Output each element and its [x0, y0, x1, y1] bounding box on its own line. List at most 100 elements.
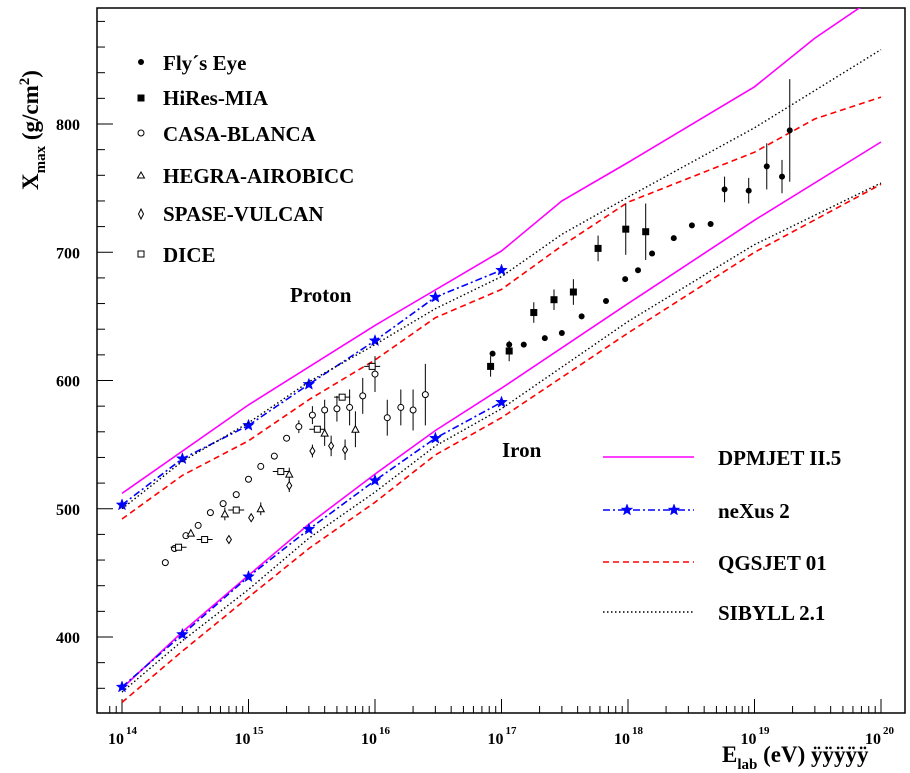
legend-marker-casa-blanca — [137, 129, 145, 137]
point-hires-mia — [487, 362, 495, 370]
point-flys-eye — [489, 350, 496, 357]
point-flys-eye — [520, 341, 527, 348]
x-tick-label: 10 20 — [865, 725, 895, 748]
legend-label-spase-vulcan: SPASE-VULCAN — [163, 202, 324, 226]
point-hegra-airobicc — [256, 504, 266, 513]
point-flys-eye — [721, 186, 728, 193]
point-casa-blanca — [308, 411, 316, 419]
model-curve-proton — [121, 8, 861, 495]
point-casa-blanca — [421, 391, 429, 399]
legend-label-flys-eye: Fly´s Eye — [163, 51, 246, 75]
experiment-legend: Fly´s Eye HiRes-MIA CASA-BLANCA HEGRA-AI… — [136, 51, 354, 267]
y-tick-label: 400 — [56, 630, 80, 647]
point-casa-blanca — [397, 403, 405, 411]
point-flys-eye — [602, 297, 609, 304]
point-hires-mia — [505, 347, 513, 355]
x-tick-label: 10 17 — [488, 725, 518, 748]
legend-label-qgsjet: QGSJET 01 — [718, 551, 827, 575]
point-hegra-airobicc — [220, 509, 230, 518]
star-marker — [115, 680, 129, 693]
star-marker — [242, 418, 255, 431]
point-hegra-airobicc — [284, 469, 294, 478]
point-flys-eye — [635, 267, 642, 274]
model-curves — [115, 8, 882, 704]
point-casa-blanca — [161, 559, 169, 567]
x-axis-main: E — [722, 742, 737, 767]
model-legend: DPMJET II.5 neXus 2 QGSJET 01 SIBYLL 2.1 — [603, 446, 841, 625]
point-spase-vulcan — [341, 444, 349, 455]
point-casa-blanca — [232, 491, 240, 499]
x-tick-label: 10 18 — [614, 725, 644, 748]
point-casa-blanca — [245, 475, 252, 483]
star-marker — [667, 503, 681, 516]
x-axis-title: Elab (eV) ÿÿÿÿÿ — [722, 742, 869, 773]
point-hegra-airobicc — [351, 424, 360, 433]
point-casa-blanca — [346, 403, 354, 411]
point-dice — [368, 362, 376, 370]
point-spase-vulcan — [286, 480, 293, 491]
point-flys-eye — [786, 127, 793, 134]
y-tick-labels: 400 500 600 700 800 — [56, 117, 80, 647]
x-tick-label: 10 15 — [235, 725, 265, 748]
point-flys-eye — [707, 221, 714, 228]
legend-label-casa-blanca: CASA-BLANCA — [163, 122, 317, 146]
legend-marker-dice — [137, 250, 145, 258]
point-flys-eye — [558, 330, 565, 337]
x-tick-label: 10 14 — [108, 725, 138, 748]
point-flys-eye — [541, 335, 548, 342]
point-dice — [277, 468, 285, 476]
point-hires-mia — [550, 296, 558, 304]
y-tick-label: 700 — [56, 245, 80, 262]
model-curve-iron — [121, 182, 882, 693]
point-casa-blanca — [295, 423, 303, 431]
point-casa-blanca — [359, 392, 367, 400]
star-marker — [302, 377, 316, 390]
svg-text:Xmax (g/cm2): Xmax (g/cm2) — [17, 70, 49, 190]
star-marker — [428, 431, 442, 444]
legend-marker-flys-eye — [138, 59, 144, 65]
model-curve-proton — [121, 49, 882, 510]
point-dice — [232, 506, 240, 514]
y-axis-main: X — [18, 173, 43, 190]
x-tick-label: 10 19 — [741, 725, 771, 748]
point-casa-blanca — [283, 434, 291, 442]
point-flys-eye — [745, 187, 752, 194]
star-marker — [115, 498, 129, 511]
star-marker — [428, 290, 442, 303]
legend-label-dice: DICE — [163, 243, 216, 267]
point-flys-eye — [622, 276, 629, 283]
legend-label-nexus: neXus 2 — [718, 499, 790, 523]
point-casa-blanca — [333, 405, 341, 413]
point-dice — [175, 543, 183, 551]
y-axis-close: ) — [18, 70, 43, 78]
legend-label-dpmjet: DPMJET II.5 — [718, 446, 841, 470]
y-tick-label: 800 — [56, 117, 80, 134]
point-dice — [338, 393, 346, 401]
point-casa-blanca — [321, 406, 329, 414]
y-axis-sub: max — [33, 145, 49, 173]
point-spase-vulcan — [248, 512, 255, 523]
x-axis-rest: (eV) ÿÿÿÿÿ — [757, 742, 869, 767]
point-casa-blanca — [194, 521, 202, 529]
star-marker — [368, 333, 382, 347]
point-dice — [313, 425, 321, 433]
point-flys-eye — [578, 313, 585, 320]
axis-ticks — [97, 20, 882, 713]
x-tick-labels: 10 14 10 15 10 16 10 17 10 18 10 19 10 20 — [108, 725, 895, 748]
iron-annotation: Iron — [502, 438, 542, 462]
star-marker — [495, 263, 508, 276]
point-flys-eye — [649, 250, 656, 257]
point-hires-mia — [569, 288, 577, 296]
star-marker — [620, 503, 634, 516]
point-flys-eye — [779, 173, 786, 180]
point-casa-blanca — [409, 406, 417, 414]
model-curve-iron — [121, 183, 882, 704]
legend-marker-hegra-airobicc — [136, 171, 146, 179]
point-spase-vulcan — [328, 440, 335, 451]
point-casa-blanca — [257, 462, 265, 470]
point-casa-blanca — [206, 509, 214, 517]
y-axis-title: Xmax (g/cm2) — [17, 70, 49, 190]
point-hegra-airobicc — [186, 528, 196, 537]
point-spase-vulcan — [309, 446, 316, 456]
y-axis-sup: 2 — [17, 78, 33, 86]
